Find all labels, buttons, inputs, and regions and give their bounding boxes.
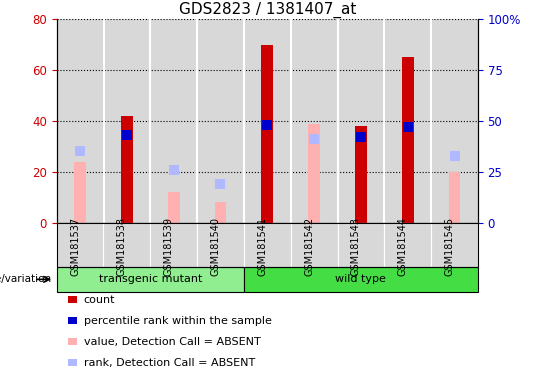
- Text: GSM181540: GSM181540: [211, 217, 220, 276]
- Text: transgenic mutant: transgenic mutant: [99, 274, 202, 285]
- Text: genotype/variation: genotype/variation: [0, 274, 51, 285]
- Bar: [449, 172, 460, 223]
- Bar: [402, 57, 414, 223]
- Text: GSM181545: GSM181545: [444, 217, 455, 276]
- Text: GSM181537: GSM181537: [70, 217, 80, 276]
- Bar: [355, 126, 367, 223]
- Text: GSM181543: GSM181543: [351, 217, 361, 276]
- Bar: [121, 116, 133, 223]
- Text: wild type: wild type: [335, 274, 386, 285]
- Bar: [261, 45, 273, 223]
- Text: value, Detection Call = ABSENT: value, Detection Call = ABSENT: [84, 337, 260, 347]
- Text: GSM181538: GSM181538: [117, 217, 127, 276]
- Text: GSM181542: GSM181542: [304, 217, 314, 276]
- Bar: [168, 192, 179, 223]
- Text: percentile rank within the sample: percentile rank within the sample: [84, 316, 272, 326]
- Title: GDS2823 / 1381407_at: GDS2823 / 1381407_at: [179, 2, 356, 18]
- Bar: [75, 162, 86, 223]
- Bar: [308, 124, 320, 223]
- Text: GSM181544: GSM181544: [397, 217, 408, 276]
- Text: count: count: [84, 295, 115, 305]
- Text: GSM181541: GSM181541: [257, 217, 267, 276]
- Bar: [214, 202, 226, 223]
- Text: rank, Detection Call = ABSENT: rank, Detection Call = ABSENT: [84, 358, 255, 368]
- Text: GSM181539: GSM181539: [164, 217, 174, 276]
